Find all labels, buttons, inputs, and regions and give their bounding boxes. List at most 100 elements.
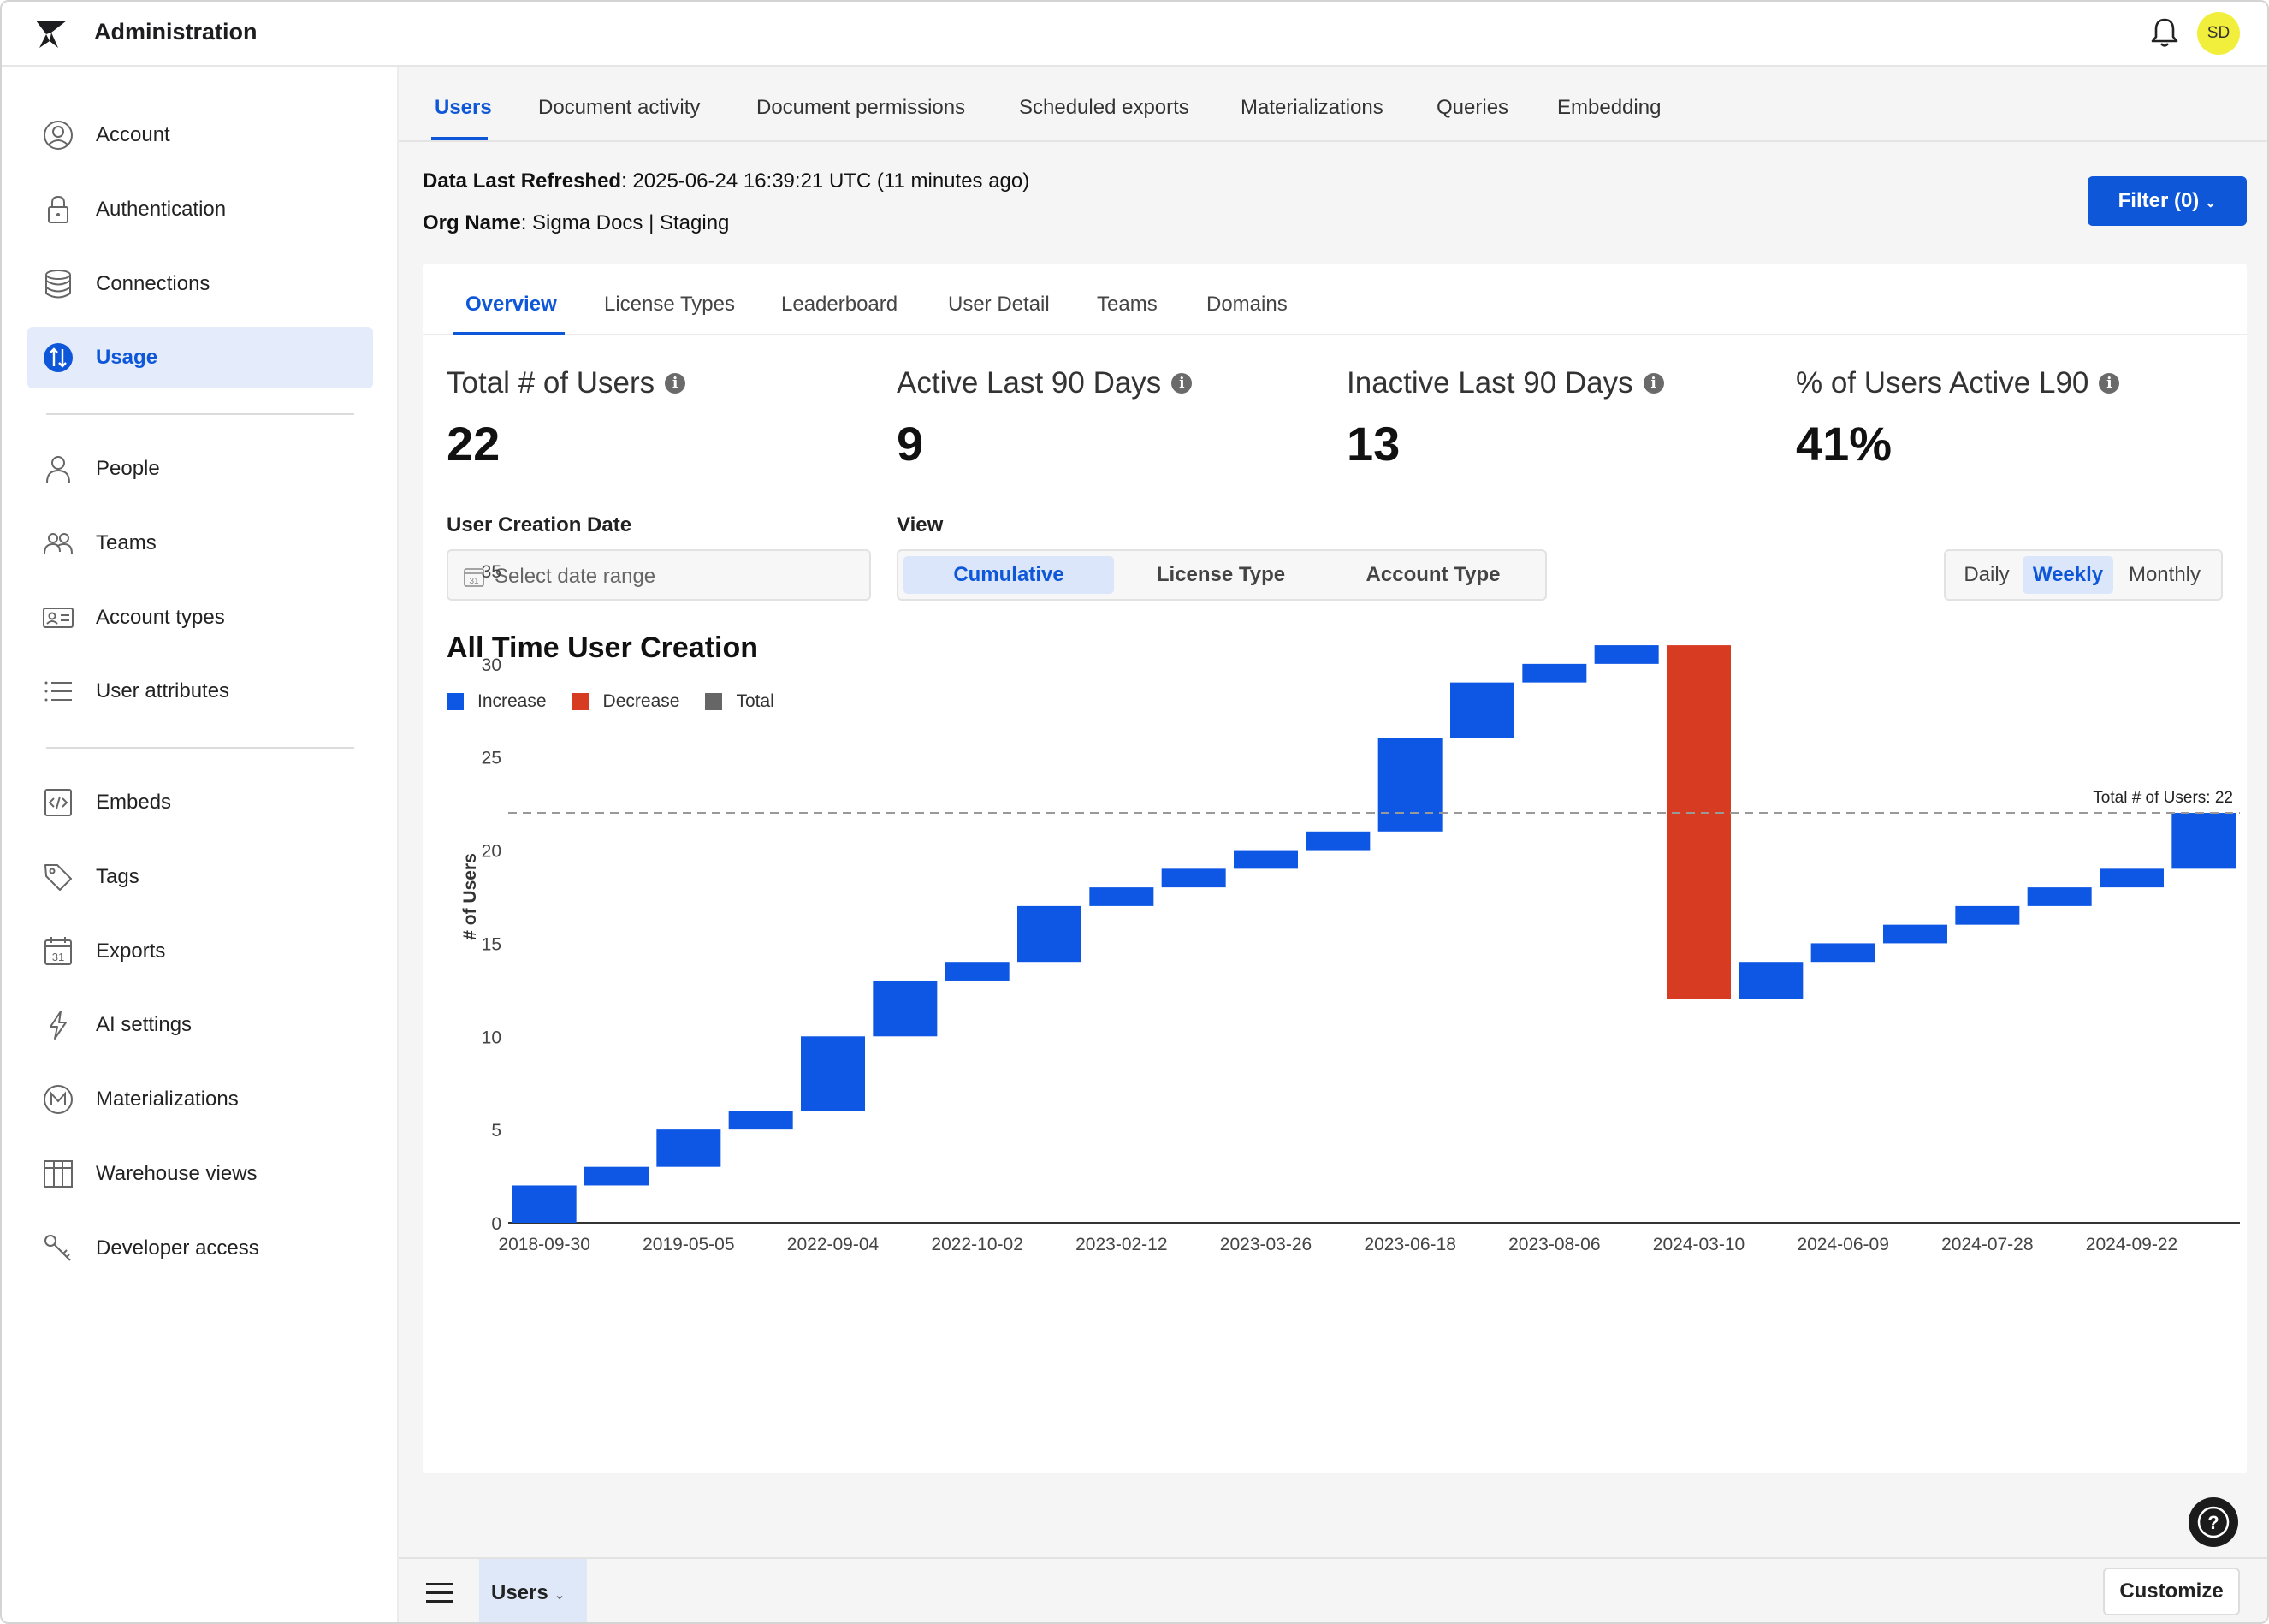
sidebar-item-exports[interactable]: 31 Exports bbox=[27, 921, 373, 982]
refresh-info: Data Last Refreshed: 2025-06-24 16:39:21… bbox=[423, 169, 1029, 193]
sidebar-item-connections[interactable]: Connections bbox=[27, 253, 373, 315]
sigma-logo-icon[interactable] bbox=[33, 15, 70, 53]
id-card-icon bbox=[43, 607, 74, 628]
increase-bar bbox=[1450, 682, 1514, 738]
legend-label: Total bbox=[736, 691, 774, 711]
help-button[interactable]: ? bbox=[2189, 1497, 2238, 1547]
info-icon[interactable]: i bbox=[1643, 373, 1664, 394]
tab-users[interactable]: Users bbox=[435, 96, 492, 119]
info-icon[interactable]: i bbox=[665, 373, 686, 394]
kpi-label: Inactive Last 90 Days i bbox=[1347, 366, 1664, 400]
sidebar-item-tags[interactable]: Tags bbox=[27, 846, 373, 908]
view-option-account-type[interactable]: Account Type bbox=[1366, 563, 1501, 586]
view-label: View bbox=[897, 513, 944, 536]
kpi-label-text: Total # of Users bbox=[447, 366, 655, 400]
increase-bar bbox=[656, 1129, 721, 1167]
m-circle-icon bbox=[44, 1085, 73, 1115]
tab-scheduled-exports[interactable]: Scheduled exports bbox=[1019, 96, 1189, 119]
sidebar-item-label: AI settings bbox=[96, 1013, 193, 1037]
sidebar-item-label: Authentication bbox=[96, 197, 227, 221]
sidebar-item-developer-access[interactable]: Developer access bbox=[27, 1218, 373, 1279]
tab-queries[interactable]: Queries bbox=[1437, 96, 1509, 119]
sidebar-item-label: Tags bbox=[96, 864, 139, 888]
info-icon[interactable]: i bbox=[2099, 373, 2120, 394]
x-tick-label: 2018-09-30 bbox=[498, 1235, 589, 1254]
increase-bar bbox=[1594, 645, 1659, 664]
view-option-license-type[interactable]: License Type bbox=[1156, 563, 1286, 586]
y-tick-label: 20 bbox=[482, 842, 501, 862]
date-range-input[interactable]: 31 Select date range bbox=[447, 549, 871, 601]
sidebar-item-usage[interactable]: Usage bbox=[27, 327, 373, 389]
calendar-icon: 31 bbox=[464, 568, 484, 587]
sidebar-item-warehouse-views[interactable]: Warehouse views bbox=[27, 1143, 373, 1205]
filter-button[interactable]: Filter (0) ⌄ bbox=[2088, 176, 2247, 226]
sidebar-item-teams[interactable]: Teams bbox=[27, 513, 373, 574]
reference-line-label: Total # of Users: 22 bbox=[2093, 789, 2233, 807]
customize-button[interactable]: Customize bbox=[2103, 1568, 2240, 1615]
x-tick-label: 2024-09-22 bbox=[2086, 1235, 2177, 1254]
sidebar-item-label: Teams bbox=[96, 530, 157, 554]
help-icon: ? bbox=[2197, 1506, 2230, 1538]
tab-document-permissions[interactable]: Document permissions bbox=[756, 96, 966, 119]
legend-item-increase[interactable]: Increase bbox=[447, 691, 547, 712]
increase-bar bbox=[873, 980, 938, 1037]
app-title: Administration bbox=[94, 19, 258, 44]
refresh-value: : 2025-06-24 16:39:21 UTC (11 minutes ag… bbox=[621, 169, 1030, 193]
sidebar-item-embeds[interactable]: Embeds bbox=[27, 772, 373, 833]
sidebar-item-ai-settings[interactable]: AI settings bbox=[27, 994, 373, 1056]
active-subtab-indicator bbox=[453, 332, 565, 335]
sidebar-item-authentication[interactable]: Authentication bbox=[27, 179, 373, 240]
refresh-label: Data Last Refreshed bbox=[423, 169, 622, 193]
granularity-option-weekly[interactable]: Weekly bbox=[2023, 556, 2113, 594]
admin-tabs: Users Document activity Document permissio… bbox=[399, 67, 2267, 142]
sidebar-item-label: Developer access bbox=[96, 1236, 259, 1259]
kpi-label-text: Inactive Last 90 Days bbox=[1347, 366, 1633, 400]
tab-materializations[interactable]: Materializations bbox=[1241, 96, 1383, 119]
increase-bar bbox=[1161, 868, 1226, 888]
notification-bell-icon[interactable] bbox=[2148, 15, 2182, 50]
hamburger-menu-icon[interactable] bbox=[424, 1580, 455, 1607]
granularity-option-monthly[interactable]: Monthly bbox=[2128, 563, 2201, 586]
subtab-domains[interactable]: Domains bbox=[1206, 293, 1288, 316]
sidebar-item-label: Account types bbox=[96, 605, 225, 629]
tab-embedding[interactable]: Embedding bbox=[1557, 96, 1662, 119]
sidebar-item-materializations[interactable]: Materializations bbox=[27, 1069, 373, 1130]
kpi-value: 41% bbox=[1796, 417, 1893, 471]
legend-item-decrease[interactable]: Decrease bbox=[572, 691, 680, 712]
kpi-label: Active Last 90 Days i bbox=[897, 366, 1193, 400]
org-info: Org Name: Sigma Docs | Staging bbox=[423, 211, 729, 235]
sidebar-item-label: Connections bbox=[96, 271, 210, 295]
legend-label: Decrease bbox=[602, 691, 680, 711]
subtab-user-detail[interactable]: User Detail bbox=[948, 293, 1050, 316]
tab-document-activity[interactable]: Document activity bbox=[538, 96, 701, 119]
subtab-teams[interactable]: Teams bbox=[1097, 293, 1158, 316]
subtab-license-types[interactable]: License Types bbox=[604, 293, 735, 316]
kpi-label: % of Users Active L90 i bbox=[1796, 366, 2120, 400]
x-tick-label: 2022-10-02 bbox=[931, 1235, 1022, 1254]
subtab-overview[interactable]: Overview bbox=[465, 293, 557, 316]
usage-subtabs: Overview License Types Leaderboard User Det… bbox=[423, 264, 2247, 335]
y-tick-label: 25 bbox=[482, 749, 501, 768]
legend-item-total[interactable]: Total bbox=[705, 691, 774, 712]
increase-bar bbox=[801, 1036, 865, 1111]
increase-bar bbox=[1377, 738, 1443, 832]
sidebar-item-label: Embeds bbox=[96, 791, 172, 814]
user-avatar[interactable]: SD bbox=[2197, 12, 2240, 55]
sidebar-divider bbox=[46, 413, 354, 415]
chevron-down-icon: ⌄ bbox=[554, 1588, 566, 1603]
sidebar-item-account-types[interactable]: Account types bbox=[27, 587, 373, 649]
view-option-cumulative[interactable]: Cumulative bbox=[903, 556, 1114, 594]
increase-bar bbox=[1955, 905, 2020, 925]
info-icon[interactable]: i bbox=[1171, 373, 1193, 394]
granularity-option-daily[interactable]: Daily bbox=[1964, 563, 2010, 586]
increase-bar bbox=[1522, 663, 1587, 683]
sidebar: Account Authentication Connections Usage Pe… bbox=[2, 67, 399, 1622]
sheet-tab-users[interactable]: Users ⌄ bbox=[479, 1559, 587, 1622]
increase-bar bbox=[2171, 813, 2236, 869]
increase-bar bbox=[1089, 887, 1154, 906]
sidebar-item-account[interactable]: Account bbox=[27, 104, 373, 166]
subtab-leaderboard[interactable]: Leaderboard bbox=[781, 293, 898, 316]
sidebar-item-people[interactable]: People bbox=[27, 438, 373, 500]
sidebar-item-user-attributes[interactable]: User attributes bbox=[27, 661, 373, 722]
